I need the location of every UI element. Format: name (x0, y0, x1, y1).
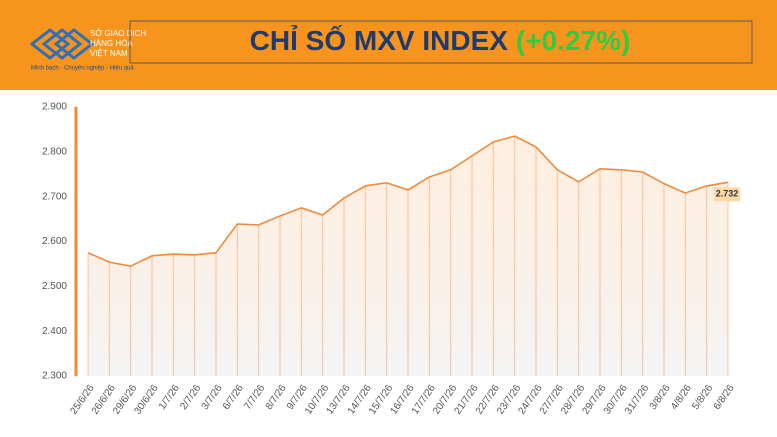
x-tick-label: 8/7/26 (264, 383, 289, 412)
logo-text: SỞ GIAO DỊCH (90, 29, 146, 38)
logo: SỞ GIAO DỊCH HÀNG HÓA VIỆT NAM Minh bạch… (29, 28, 146, 72)
y-tick-label: 2.700 (42, 191, 67, 202)
logo-tagline: Minh bạch - Chuyên nghiệp - Hiệu quả (31, 66, 134, 72)
x-tick-label: 6/7/26 (221, 383, 246, 412)
title-box (129, 20, 753, 64)
x-tick-label: 7/7/26 (242, 383, 267, 412)
value-label-bg (714, 187, 740, 202)
y-tick-label: 2.500 (42, 281, 67, 292)
x-tick-label: 3/8/26 (648, 383, 673, 412)
value-label: 2.732 (716, 189, 739, 199)
title-change: (+0.27%) (516, 25, 630, 56)
x-tick-label: 4/8/26 (669, 383, 694, 412)
title-text: CHỈ SỐ MXV INDEX (250, 24, 509, 56)
x-tick-label: 6/8/26 (712, 383, 737, 412)
plot: 2.3002.4002.5002.6002.7002.8002.90025/6/… (42, 102, 740, 417)
y-tick-label: 2.400 (42, 326, 67, 337)
logo-text: VIỆT NAM (90, 49, 128, 58)
area-fill (88, 136, 728, 376)
chart-title: CHỈ SỐ MXV INDEX (+0.27%) (250, 24, 631, 56)
line (87, 135, 729, 267)
logo-text: HÀNG HÓA (90, 39, 133, 48)
x-tick-label: 3/7/26 (200, 383, 225, 412)
x-tick-label: 1/7/26 (157, 383, 182, 412)
y-tick-label: 2.300 (42, 371, 67, 382)
x-tick-label: 2/7/26 (178, 383, 203, 412)
x-tick-label: 5/8/26 (690, 383, 715, 412)
y-tick-label: 2.600 (42, 236, 67, 247)
y-tick-label: 2.800 (42, 146, 67, 157)
y-tick-label: 2.900 (42, 102, 67, 113)
